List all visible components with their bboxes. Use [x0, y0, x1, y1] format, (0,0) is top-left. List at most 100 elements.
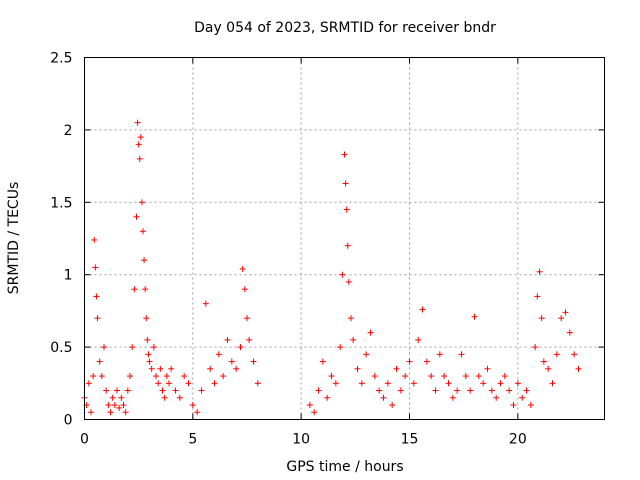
data-point: [558, 315, 565, 322]
data-point: [344, 242, 351, 249]
data-point: [337, 344, 344, 351]
data-point: [467, 387, 474, 394]
data-point: [423, 358, 430, 365]
x-tick-label: 0: [80, 432, 89, 448]
data-point: [363, 351, 370, 358]
data-point: [94, 315, 101, 322]
data-point: [345, 278, 352, 285]
data-point: [343, 206, 350, 213]
data-point: [519, 394, 526, 401]
data-point: [306, 402, 313, 409]
data-point: [194, 409, 201, 416]
data-point: [244, 315, 250, 322]
data-point: [103, 387, 110, 394]
data-point: [436, 351, 443, 358]
data-point: [566, 329, 573, 336]
data-point: [319, 358, 326, 365]
data-point: [458, 351, 465, 358]
y-tick-label: 0: [64, 413, 73, 429]
data-point: [254, 380, 261, 387]
data-point: [536, 268, 543, 275]
data-point: [324, 394, 331, 401]
data-point: [432, 387, 439, 394]
data-point: [92, 264, 99, 271]
data-point: [454, 387, 461, 394]
data-point: [341, 151, 348, 158]
data-point: [220, 373, 227, 380]
data-point: [168, 365, 175, 372]
data-point: [419, 306, 426, 313]
data-point: [134, 119, 141, 126]
grid: [84, 57, 605, 420]
data-point: [135, 141, 142, 148]
data-point: [157, 365, 164, 372]
data-point: [493, 394, 500, 401]
data-point: [144, 336, 151, 343]
data-point: [445, 380, 452, 387]
data-points: [81, 119, 582, 416]
data-point: [228, 358, 235, 365]
data-point: [540, 358, 547, 365]
data-point: [148, 365, 155, 372]
data-point: [393, 365, 400, 372]
data-point: [534, 293, 541, 300]
data-point: [122, 409, 129, 416]
data-point: [140, 228, 146, 235]
data-point: [159, 387, 166, 394]
data-point: [233, 365, 240, 372]
y-tick-label: 2.5: [50, 51, 72, 67]
data-point: [410, 380, 417, 387]
data-point: [371, 373, 378, 380]
data-point: [241, 286, 248, 293]
data-point: [415, 336, 422, 343]
data-point: [315, 387, 322, 394]
data-point: [441, 373, 448, 380]
y-axis-label: SRMTID / TECUs: [6, 182, 22, 295]
data-point: [146, 358, 153, 365]
chart-title: Day 054 of 2023, SRMTID for receiver bnd…: [194, 20, 496, 36]
data-point: [484, 365, 491, 372]
data-point: [137, 134, 144, 141]
data-point: [339, 271, 346, 278]
data-point: [250, 358, 257, 365]
data-point: [575, 365, 582, 372]
data-point: [176, 394, 183, 401]
data-point: [133, 213, 140, 220]
data-point: [138, 199, 145, 206]
data-point: [96, 358, 103, 365]
data-point: [145, 351, 152, 358]
axis-ticks: 0 5 10 15 20 0 0.5 1 1.5 2 2.5: [50, 51, 605, 448]
data-point: [91, 236, 98, 243]
data-point: [153, 373, 159, 380]
data-point: [549, 380, 556, 387]
data-point: [141, 257, 148, 264]
data-point: [475, 373, 482, 380]
data-point: [88, 409, 94, 416]
data-point: [571, 351, 578, 358]
data-point: [105, 402, 112, 409]
data-point: [449, 394, 456, 401]
x-tick-label: 5: [188, 432, 197, 448]
x-tick-label: 10: [292, 432, 310, 448]
data-point: [150, 344, 157, 351]
data-point: [136, 155, 143, 162]
data-point: [376, 387, 383, 394]
data-point: [237, 344, 244, 351]
data-point: [172, 387, 179, 394]
data-point: [527, 402, 534, 409]
data-point: [514, 380, 521, 387]
data-point: [354, 365, 361, 372]
data-point: [142, 286, 149, 293]
data-point: [127, 373, 133, 380]
data-point: [480, 380, 487, 387]
data-point: [143, 315, 150, 322]
data-point: [397, 387, 404, 394]
data-point: [161, 394, 168, 401]
data-point: [107, 409, 114, 416]
x-tick-label: 20: [509, 432, 527, 448]
data-point: [510, 402, 517, 409]
data-point: [124, 387, 131, 394]
y-tick-label: 1: [64, 268, 73, 284]
data-point: [342, 180, 349, 187]
